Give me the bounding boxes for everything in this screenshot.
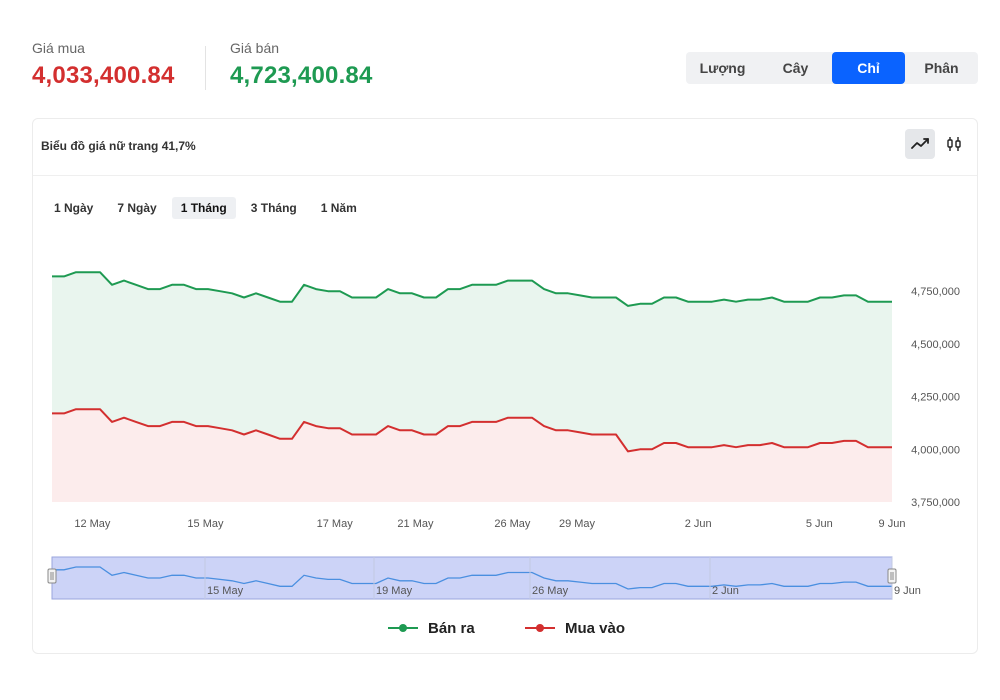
sell-price-value: 4,723,400.84 xyxy=(230,62,373,89)
legend-marker xyxy=(536,624,544,632)
buy-line xyxy=(52,408,892,453)
navigator-tick-label: 15 May xyxy=(207,585,244,597)
navigator-right-handle[interactable] xyxy=(887,568,897,584)
chart-view-toggle xyxy=(905,129,969,159)
candlestick-icon xyxy=(947,137,961,151)
buy-price-label: Giá mua xyxy=(32,40,85,56)
y-tick-label: 4,000,000 xyxy=(911,444,960,456)
buy-price-block: Giá mua 4,033,400.84 xyxy=(32,40,175,90)
navigator-tick-label: 9 Jun xyxy=(894,585,921,597)
navigator-tick-label: 26 May xyxy=(532,585,569,597)
price-chart: 3,750,000 4,000,000 4,250,000 4,500,000 4,75… xyxy=(47,271,960,637)
legend-label: Mua vào xyxy=(565,620,625,637)
navigator-window xyxy=(51,556,893,600)
legend-item-sell[interactable]: Bán ra xyxy=(388,620,475,637)
unit-tab-luong[interactable]: Lượng xyxy=(699,60,746,76)
x-tick-label: 5 Jun xyxy=(806,518,833,530)
line-chart-icon xyxy=(911,138,929,149)
chart-title: Biểu đồ giá nữ trang 41,7% xyxy=(41,139,196,153)
sell-area xyxy=(52,272,892,452)
x-tick-label: 29 May xyxy=(559,518,596,530)
legend-item-buy[interactable]: Mua vào xyxy=(525,620,625,637)
card-header-divider xyxy=(33,175,977,176)
price-divider xyxy=(205,46,206,90)
x-tick-label: 12 May xyxy=(74,518,111,530)
navigator-tick-label: 2 Jun xyxy=(712,585,739,597)
legend-label: Bán ra xyxy=(428,620,475,637)
unit-tab-chi[interactable]: Chỉ xyxy=(832,52,905,84)
unit-tabs: Lượng Cây Chỉ Phân xyxy=(686,52,978,84)
range-tab-1-year[interactable]: 1 Năm xyxy=(320,201,357,215)
range-tab-7-days[interactable]: 7 Ngày xyxy=(117,201,157,215)
x-tick-label: 15 May xyxy=(187,518,224,530)
chart-card: Biểu đồ giá nữ trang 41,7% 1 Ngày 7 Ngày… xyxy=(32,118,978,654)
navigator-left-handle[interactable] xyxy=(47,568,57,584)
sell-price-label: Giá bán xyxy=(230,40,280,56)
range-tab-1-month[interactable]: 1 Tháng xyxy=(171,197,236,219)
sell-line xyxy=(52,271,892,307)
unit-tab-phan[interactable]: Phân xyxy=(924,60,959,76)
candle-view-button[interactable] xyxy=(939,129,969,159)
range-tab-3-months[interactable]: 3 Tháng xyxy=(250,201,297,215)
navigator-line xyxy=(52,566,892,590)
y-tick-label: 4,750,000 xyxy=(911,286,960,298)
x-tick-label: 26 May xyxy=(494,518,531,530)
range-tab-1-day[interactable]: 1 Ngày xyxy=(54,201,94,215)
x-tick-label: 9 Jun xyxy=(879,518,906,530)
x-tick-label: 21 May xyxy=(397,518,434,530)
sell-price-block: Giá bán 4,723,400.84 xyxy=(230,40,373,90)
x-tick-label: 2 Jun xyxy=(685,518,712,530)
y-tick-label: 4,500,000 xyxy=(911,339,960,351)
y-tick-label: 4,250,000 xyxy=(911,392,960,404)
x-tick-label: 17 May xyxy=(317,518,354,530)
line-view-button[interactable] xyxy=(905,129,935,159)
buy-price-value: 4,033,400.84 xyxy=(32,62,175,89)
range-tabs: 1 Ngày 7 Ngày 1 Tháng 3 Tháng 1 Năm xyxy=(45,197,366,219)
legend-marker xyxy=(399,624,407,632)
navigator-tick-label: 19 May xyxy=(376,585,413,597)
y-tick-label: 3,750,000 xyxy=(911,497,960,509)
unit-tab-cay[interactable]: Cây xyxy=(782,60,809,76)
